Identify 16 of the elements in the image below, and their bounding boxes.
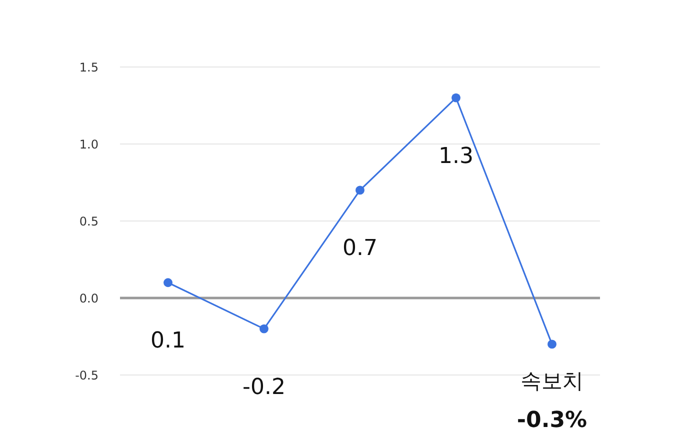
point (548, 340, 556, 349)
data-label: 0.1 (150, 328, 186, 354)
y-tick-label: 1.5 (79, 60, 98, 74)
data-label: -0.2 (242, 374, 286, 400)
point (260, 324, 268, 334)
point (452, 93, 460, 102)
point (164, 278, 172, 288)
y-tick-label: 0.0 (79, 292, 98, 306)
annotation: 속보치 (520, 369, 584, 394)
point (356, 186, 364, 195)
y-tick-label: 0.5 (79, 214, 98, 228)
data-label: 0.7 (342, 236, 378, 262)
data-label: 1.3 (438, 144, 474, 169)
y-tick-label: -0.5 (75, 368, 98, 382)
data-label: -0.3% (516, 408, 588, 434)
y-tick-label: 1.0 (79, 138, 98, 152)
